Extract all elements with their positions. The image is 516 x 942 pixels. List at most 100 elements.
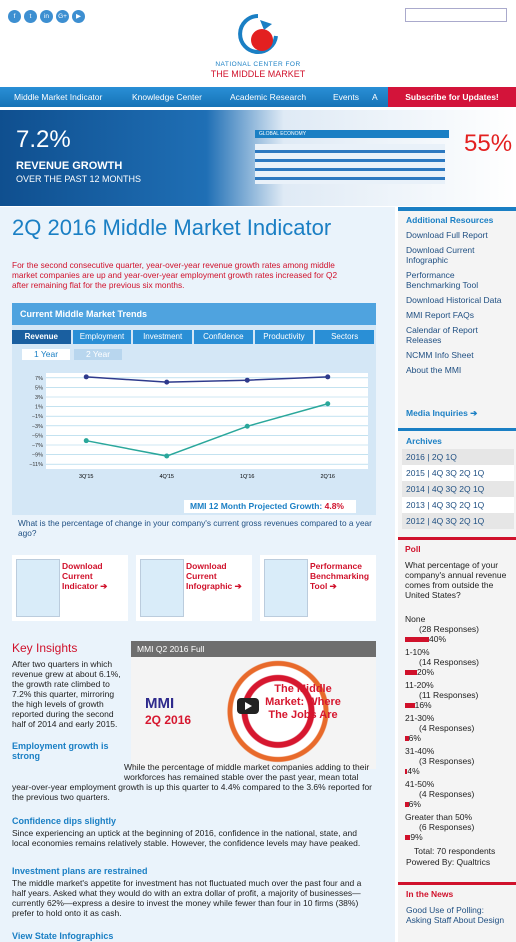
poll-bar (405, 801, 409, 807)
nav-item[interactable]: Events (333, 92, 359, 102)
logo-text: NATIONAL CENTER FOR (215, 61, 301, 68)
play-button[interactable] (237, 698, 259, 714)
nav-item[interactable]: Middle Market Indicator (14, 92, 103, 102)
trends-box: Current Middle Market Trends Revenue Empl… (12, 303, 376, 515)
poll-bar-row: 40% (405, 634, 513, 644)
page-title: 2Q 2016 Middle Market Indicator (12, 215, 332, 240)
poll-bar (405, 669, 417, 675)
resource-link[interactable]: Download Current Infographic (406, 245, 475, 265)
archive-row[interactable]: 2015 | 4Q 3Q 2Q 1Q (402, 465, 514, 481)
poll-percent: 20% (417, 667, 435, 677)
rule (398, 428, 516, 431)
y-tick-label: −3% (32, 424, 43, 430)
poll-responses: (3 Responses) (419, 756, 475, 766)
insights-title: Key Insights (12, 641, 78, 655)
poll-bar-row: 9% (405, 832, 513, 842)
media-link[interactable]: Media Inquiries ➔ (406, 408, 478, 418)
resource-link[interactable]: NCMM Info Sheet (406, 350, 474, 360)
poll-option: 1-10% (14 Responses) 20% (405, 647, 513, 680)
poll-option: Greater than 50% (6 Responses) 9% (405, 812, 513, 845)
video[interactable]: MMI Q2 2016 Full MMI 2Q 2016 The Middle … (131, 641, 376, 769)
subtab[interactable]: 1 Year (22, 349, 70, 360)
archive-row[interactable]: 2014 | 4Q 3Q 2Q 1Q (402, 481, 514, 497)
nav-item[interactable]: A (372, 92, 378, 102)
poll-option: 21-30% (4 Responses) 6% (405, 713, 513, 746)
resource-link[interactable]: Download Historical Data (406, 295, 502, 305)
archive-row[interactable]: 2013 | 4Q 3Q 2Q 1Q (402, 497, 514, 513)
line (86, 376, 328, 383)
download-card[interactable]: Download Current Infographic ➔ (136, 555, 252, 621)
poll-responses: (4 Responses) (419, 789, 475, 799)
section-text: Since experiencing an uptick at the begi… (12, 828, 361, 848)
poll-label: Greater than 50% (405, 812, 473, 822)
resource-link[interactable]: MMI Report FAQs (406, 310, 475, 320)
news-title: In the News (406, 889, 454, 899)
poll-bar-row: 6% (405, 799, 513, 809)
projected: MMI 12 Month Projected Growth: 4.8% (184, 500, 356, 513)
insights-text: After two quarters in which revenue grew… (12, 659, 121, 729)
poll-percent: 4% (407, 766, 420, 776)
social-icon[interactable]: ▶ (72, 10, 85, 23)
download-link[interactable]: Download Current Infographic ➔ (186, 561, 242, 591)
archive-row[interactable]: 2016 | 2Q 1Q (402, 449, 514, 465)
search-box[interactable] (405, 8, 507, 22)
banner-text: REVENUE GROWTH (16, 160, 123, 172)
banner-graphic (255, 144, 445, 184)
archive-row[interactable]: 2012 | 4Q 3Q 2Q 1Q (402, 513, 514, 529)
poll-responses: (4 Responses) (419, 723, 475, 733)
nav-item[interactable]: Academic Research (230, 92, 307, 102)
poll-bar (405, 768, 408, 774)
tab[interactable]: Revenue (12, 330, 71, 344)
poll-bar-row: 20% (405, 667, 513, 677)
section-heading: Investment plans are restrained (12, 866, 148, 876)
resources: Additional Resources Download Full Repor… (406, 215, 510, 375)
archive-list: 2016 | 2Q 1Q 2015 | 4Q 3Q 2Q 1Q 2014 | 4Q … (402, 449, 514, 529)
point (164, 453, 170, 459)
social-icon[interactable]: G+ (56, 10, 69, 23)
tab[interactable]: Employment (72, 330, 132, 344)
poll-percent: 9% (410, 832, 423, 842)
poll-percent: 6% (408, 799, 421, 809)
download-card[interactable]: Download Current Indicator ➔ (12, 555, 128, 621)
tab[interactable]: Confidence (194, 330, 253, 344)
nav-item[interactable]: Knowledge Center (132, 92, 202, 102)
resource-link[interactable]: About the MMI (406, 365, 462, 375)
y-tick-label: −9% (32, 453, 43, 459)
poll-option: 31-40% (3 Responses) 4% (405, 746, 513, 779)
tab[interactable]: Sectors (315, 330, 374, 344)
poll-bar (405, 636, 429, 642)
download-card[interactable]: Performance Benchmarking Tool ➔ (260, 555, 376, 621)
social-icon[interactable]: f (8, 10, 21, 23)
section-heading: Employment growth is strong (12, 741, 109, 761)
poll-total: Total: 70 respondents (414, 846, 496, 856)
resource-link[interactable]: Calendar of Report Releases (406, 325, 478, 345)
poll-label: 21-30% (405, 713, 435, 723)
resource-link[interactable]: Performance Benchmarking Tool (406, 270, 479, 290)
poll-responses: (11 Responses) (419, 690, 479, 700)
subscribe-button[interactable]: Subscribe for Updates! (388, 87, 516, 107)
resource-link[interactable]: Download Full Report (406, 230, 488, 240)
poll-bar (405, 702, 415, 708)
logo (238, 14, 278, 54)
tab[interactable]: Investment (133, 330, 192, 344)
y-tick-label: 7% (35, 376, 43, 382)
download-link[interactable]: Download Current Indicator ➔ (62, 561, 108, 591)
section-body: While the percentage of middle market co… (12, 762, 373, 802)
social-icon[interactable]: t (24, 10, 37, 23)
banner-text: OVER THE PAST 12 MONTHS (16, 174, 142, 184)
resource-list: Download Full Report Download Current Inf… (406, 230, 510, 375)
news-item[interactable]: Good Use of Polling: Asking Staff About … (406, 905, 505, 925)
social-icon[interactable]: in (40, 10, 53, 23)
poll-option: None (28 Responses) 40% (405, 614, 513, 647)
video-title: MMI Q2 2016 Full (131, 641, 376, 657)
state-link[interactable]: View State Infographics (12, 931, 114, 941)
tab-bar: Revenue Employment Investment Confidence Pro… (12, 330, 376, 344)
nav-bar: Middle Market Indicator Knowledge Center… (0, 87, 516, 107)
tab[interactable]: Productivity (254, 330, 314, 344)
x-tick-label: 1Q'16 (240, 474, 255, 480)
point (325, 401, 331, 407)
subtab[interactable]: 2 Year (74, 349, 122, 360)
line (86, 402, 328, 457)
sidebar-rule (398, 207, 516, 211)
download-link[interactable]: Performance Benchmarking Tool ➔ (310, 561, 370, 591)
